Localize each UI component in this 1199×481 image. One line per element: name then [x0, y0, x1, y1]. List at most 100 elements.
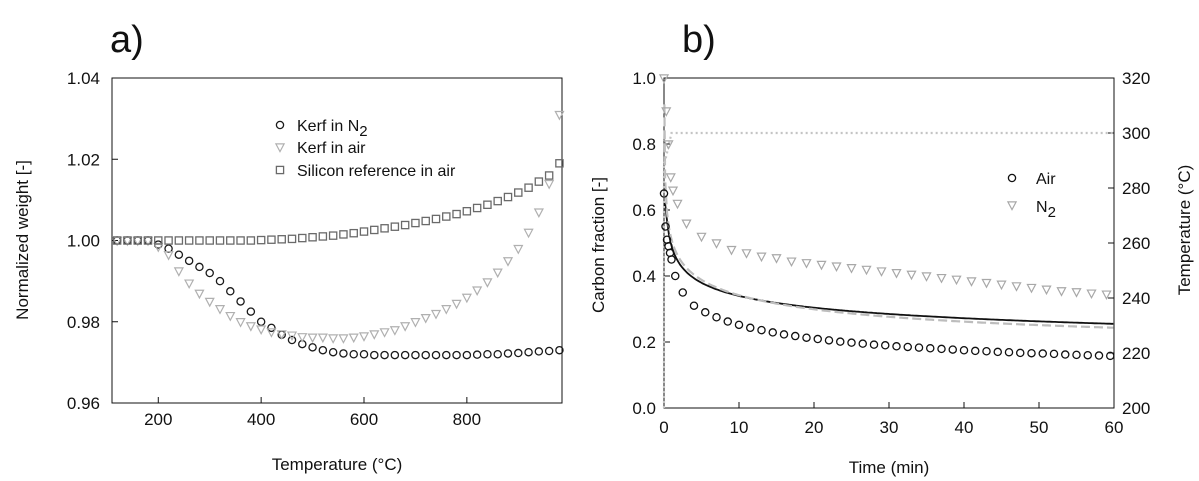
panel-a-legend: Kerf in N2 Kerf in air Silicon reference… — [274, 118, 456, 180]
panel-b-series-1-point — [661, 107, 672, 117]
panel-b-series-0-point — [903, 342, 913, 352]
panel-a-series-0-point — [544, 346, 554, 356]
panel-a-series-0-point — [318, 345, 328, 355]
panel-a-series-0-point — [442, 350, 451, 360]
panel-a-series-2-point — [524, 183, 533, 192]
panel-a-series-2-point — [328, 231, 338, 240]
panel-b-series-1-point — [681, 219, 692, 230]
panel-b-y-tick-label: 0.6 — [632, 201, 656, 220]
panel-b-series-0-point — [937, 344, 946, 354]
legend-entry-air: Air — [1036, 171, 1056, 188]
panel-b-series-1-point — [663, 140, 674, 150]
panel-b-y-tick-label: 0.0 — [632, 399, 656, 418]
panel-b-series-0-point — [993, 347, 1003, 357]
panel-a-series-2-point — [442, 212, 451, 221]
panel-b-x-tick-label: 60 — [1105, 418, 1124, 437]
panel-b-series-0-point — [858, 339, 868, 348]
panel-a-series-0-point — [370, 350, 379, 360]
panel-a-label: a) — [110, 19, 144, 61]
panel-b-x-tick-label: 10 — [730, 418, 749, 437]
panel-a-series-2-point — [493, 196, 502, 206]
panel-a-series-2-point — [143, 236, 153, 245]
panel-a-series-1-point — [482, 278, 493, 288]
panel-a-series-1-point — [492, 268, 503, 279]
panel-a-series-1-point — [307, 333, 318, 344]
panel-b-series-1-point — [801, 259, 812, 269]
panel-a-series-1-point — [400, 322, 411, 332]
panel-b-series-0-point — [813, 334, 823, 344]
panel-b-line-4 — [662, 131, 1114, 408]
panel-a-series-0-point — [184, 256, 194, 266]
panel-a-series-0-point — [256, 317, 266, 326]
panel-b-y2-tick-label: 200 — [1122, 399, 1150, 418]
panel-b-legend-marker-n2 — [1006, 201, 1018, 211]
panel-b-series-1-point — [1071, 288, 1082, 298]
panel-a-series-2-point — [411, 218, 420, 228]
panel-b-series-1-point — [711, 239, 722, 249]
panel-a-series-0-point — [452, 350, 461, 360]
panel-a-series-1-point — [245, 322, 256, 332]
panel-b-series-0-point — [746, 323, 755, 333]
panel-b-series-0-point — [779, 330, 789, 339]
panel-b-series-1-point — [658, 74, 670, 84]
panel-b-series-0-point — [1016, 348, 1025, 358]
panel-a-series-2-point — [544, 171, 554, 180]
panel-a-series-2-point — [164, 236, 173, 245]
panel-a-legend-markers — [274, 120, 286, 175]
panel-a-series-0-point — [215, 276, 225, 286]
panel-b-series-1-point — [966, 277, 977, 287]
panel-b-y2-tick-label: 300 — [1122, 124, 1150, 143]
panel-b-series-1-point — [696, 232, 707, 243]
panel-a-series-1-point — [451, 299, 462, 310]
panel-a-series-1-point — [173, 267, 184, 277]
panel-a-series-2-point — [462, 206, 472, 216]
panel-a-series-0-point — [431, 350, 441, 360]
panel-a-series-0-point — [246, 307, 256, 316]
panel-b-series-1-point — [891, 269, 902, 279]
panel-b-series-1-point — [936, 273, 947, 284]
panel-a-x-tick-label: 800 — [453, 410, 481, 429]
panel-a-series-1-point — [184, 279, 195, 290]
panel-a-series-2-point — [349, 228, 358, 238]
panel-a-series-1-point — [379, 328, 390, 338]
panel-a-series-0-point — [205, 268, 214, 278]
panel-a-series-1-point — [266, 328, 277, 338]
panel-b-series-0-point — [734, 320, 744, 330]
panel-a-series-0-point — [174, 250, 184, 259]
panel-b-y2-tick-label: 260 — [1122, 234, 1150, 253]
panel-b-series-1-point — [876, 267, 887, 277]
panel-a-series-0-point — [411, 350, 420, 360]
panel-b-series-1-point — [831, 262, 842, 272]
panel-a-series-0-point — [534, 347, 544, 356]
panel-b-x-axis-title: Time (min) — [849, 458, 930, 477]
panel-a-series-2-point — [555, 159, 564, 168]
panel-a-series-0-point — [195, 262, 204, 272]
panel-a-series-2-point — [123, 236, 132, 245]
panel-a-x-tick-label: 200 — [144, 410, 172, 429]
panel-a-series-2-point — [205, 236, 214, 245]
panel-b-series-0-point — [667, 255, 676, 264]
panel-a-series-1-point — [389, 326, 400, 336]
panel-a-series-1-point — [513, 244, 524, 255]
panel-b-x-ticks: 0 10 20 30 40 50 60 — [659, 402, 1123, 437]
panel-b-series-0-point — [659, 189, 669, 198]
panel-a-series-0-point — [164, 244, 173, 253]
panel-a-series-2-point — [421, 216, 430, 226]
panel-b-series-0-point — [757, 325, 766, 335]
panel-a-series-2-point — [534, 177, 544, 186]
panel-b-series-0-point — [1083, 350, 1093, 360]
panel-b-series-1-point — [741, 249, 752, 259]
panel-a-series-2-point — [256, 235, 266, 245]
panel-a-series-0-point — [390, 350, 400, 360]
panel-a-series-1-point — [317, 333, 328, 344]
panel-b-y2-tick-label: 240 — [1122, 289, 1150, 308]
panel-a-series-1-point — [328, 334, 339, 344]
panel-a-series-0-point — [400, 350, 410, 360]
panel-b-series-1-point — [786, 257, 797, 268]
panel-b-series-1-point — [1056, 287, 1067, 297]
panel-b-series-0-point — [678, 288, 688, 297]
panel-a-series-1-point — [420, 313, 431, 324]
panel-a-y-axis-title: Normalized weight [-] — [13, 160, 32, 320]
legend-entry-kerf-n2-sub: 2 — [359, 123, 367, 140]
